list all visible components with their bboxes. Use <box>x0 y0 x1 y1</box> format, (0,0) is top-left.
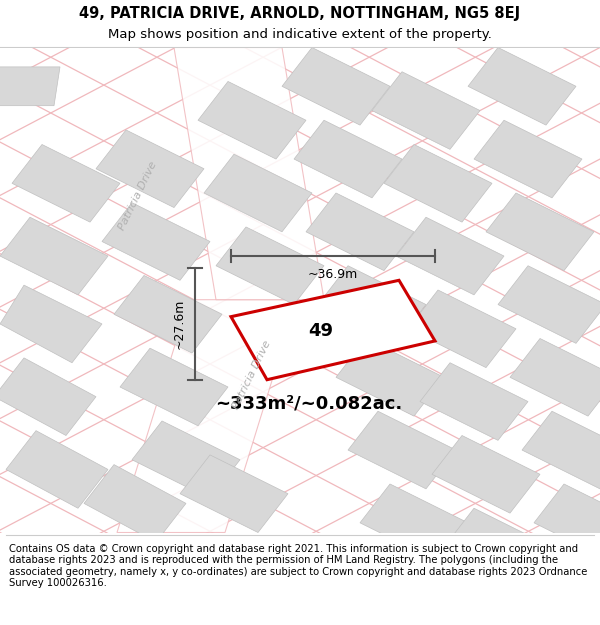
Polygon shape <box>420 362 528 441</box>
Polygon shape <box>84 464 186 542</box>
Polygon shape <box>0 217 108 295</box>
Polygon shape <box>0 285 102 362</box>
Text: 49: 49 <box>308 322 334 340</box>
Polygon shape <box>396 217 504 295</box>
Polygon shape <box>216 227 324 304</box>
Polygon shape <box>486 193 594 271</box>
Polygon shape <box>384 144 492 222</box>
Polygon shape <box>102 202 210 280</box>
Text: ~27.6m: ~27.6m <box>173 299 186 349</box>
Polygon shape <box>198 81 306 159</box>
Polygon shape <box>12 144 120 222</box>
Polygon shape <box>180 455 288 532</box>
Polygon shape <box>474 120 582 198</box>
Text: Patricia Drive: Patricia Drive <box>117 159 159 231</box>
Polygon shape <box>0 358 96 436</box>
Polygon shape <box>318 266 426 343</box>
Polygon shape <box>282 48 390 125</box>
Polygon shape <box>231 280 435 380</box>
Polygon shape <box>510 339 600 416</box>
Polygon shape <box>117 300 297 532</box>
Polygon shape <box>204 154 312 232</box>
Polygon shape <box>408 290 516 368</box>
Polygon shape <box>360 484 468 562</box>
Polygon shape <box>522 411 600 489</box>
Polygon shape <box>348 411 456 489</box>
Text: 49, PATRICIA DRIVE, ARNOLD, NOTTINGHAM, NG5 8EJ: 49, PATRICIA DRIVE, ARNOLD, NOTTINGHAM, … <box>79 6 521 21</box>
Text: ~333m²/~0.082ac.: ~333m²/~0.082ac. <box>215 395 403 413</box>
Polygon shape <box>336 339 444 416</box>
Text: Patricia Drive: Patricia Drive <box>231 339 273 411</box>
Polygon shape <box>534 484 600 562</box>
Polygon shape <box>120 348 228 426</box>
Polygon shape <box>498 266 600 343</box>
Polygon shape <box>444 508 552 586</box>
Polygon shape <box>0 67 60 106</box>
Polygon shape <box>432 436 540 513</box>
Polygon shape <box>306 193 414 271</box>
Polygon shape <box>468 48 576 125</box>
Polygon shape <box>6 431 108 508</box>
Text: ~36.9m: ~36.9m <box>308 268 358 281</box>
Text: Map shows position and indicative extent of the property.: Map shows position and indicative extent… <box>108 28 492 41</box>
Polygon shape <box>294 120 402 198</box>
Polygon shape <box>96 130 204 208</box>
Polygon shape <box>132 421 240 499</box>
Text: Contains OS data © Crown copyright and database right 2021. This information is : Contains OS data © Crown copyright and d… <box>9 544 587 588</box>
Polygon shape <box>372 72 480 149</box>
Polygon shape <box>114 276 222 353</box>
Polygon shape <box>174 48 324 300</box>
